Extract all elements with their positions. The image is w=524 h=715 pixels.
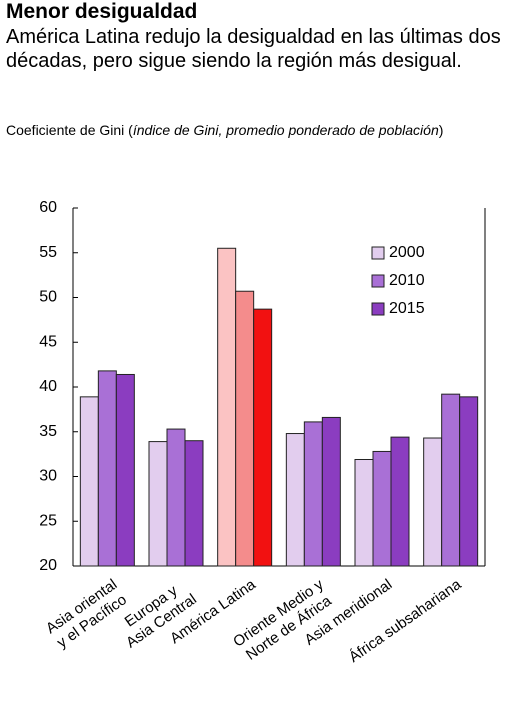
legend-label: 2015 bbox=[389, 300, 425, 317]
bar bbox=[148, 441, 168, 567]
bar bbox=[253, 308, 273, 567]
bar bbox=[235, 290, 255, 567]
bar bbox=[97, 370, 117, 567]
y-tick-label: 45 bbox=[39, 333, 57, 350]
bar bbox=[441, 393, 461, 567]
bar bbox=[115, 373, 135, 567]
bar bbox=[390, 436, 410, 567]
bar bbox=[459, 396, 479, 567]
legend-label: 2010 bbox=[389, 272, 425, 289]
chart-title: Menor desigualdad bbox=[6, 0, 198, 23]
legend-swatch bbox=[371, 274, 385, 288]
bar bbox=[166, 428, 186, 567]
note-text: Coeficiente de Gini ( bbox=[6, 122, 133, 138]
legend-label: 2000 bbox=[389, 244, 425, 261]
legend-swatch bbox=[371, 246, 385, 260]
y-tick-label: 55 bbox=[39, 244, 57, 261]
bar bbox=[354, 458, 374, 567]
bar bbox=[184, 440, 204, 567]
y-tick-label: 30 bbox=[39, 468, 57, 485]
y-tick-label: 40 bbox=[39, 378, 57, 395]
y-tick-label: 35 bbox=[39, 423, 57, 440]
bar bbox=[321, 416, 341, 567]
bar bbox=[372, 450, 392, 567]
y-tick-label: 25 bbox=[39, 512, 57, 529]
y-tick-label: 20 bbox=[39, 557, 57, 574]
bar bbox=[285, 433, 305, 567]
chart-subtitle: América Latina redujo la desigualdad en … bbox=[6, 26, 501, 72]
bar bbox=[303, 421, 323, 567]
note: Coeficiente de Gini (índice de Gini, pro… bbox=[6, 122, 443, 138]
bar bbox=[79, 396, 99, 567]
legend-swatch bbox=[371, 302, 385, 316]
note-italic: índice de Gini, promedio ponderado de po… bbox=[132, 122, 439, 138]
y-tick-label: 60 bbox=[39, 199, 57, 216]
bar bbox=[423, 437, 443, 567]
note-text: ) bbox=[438, 122, 444, 138]
y-tick-label: 50 bbox=[39, 289, 57, 306]
bar bbox=[217, 247, 237, 567]
